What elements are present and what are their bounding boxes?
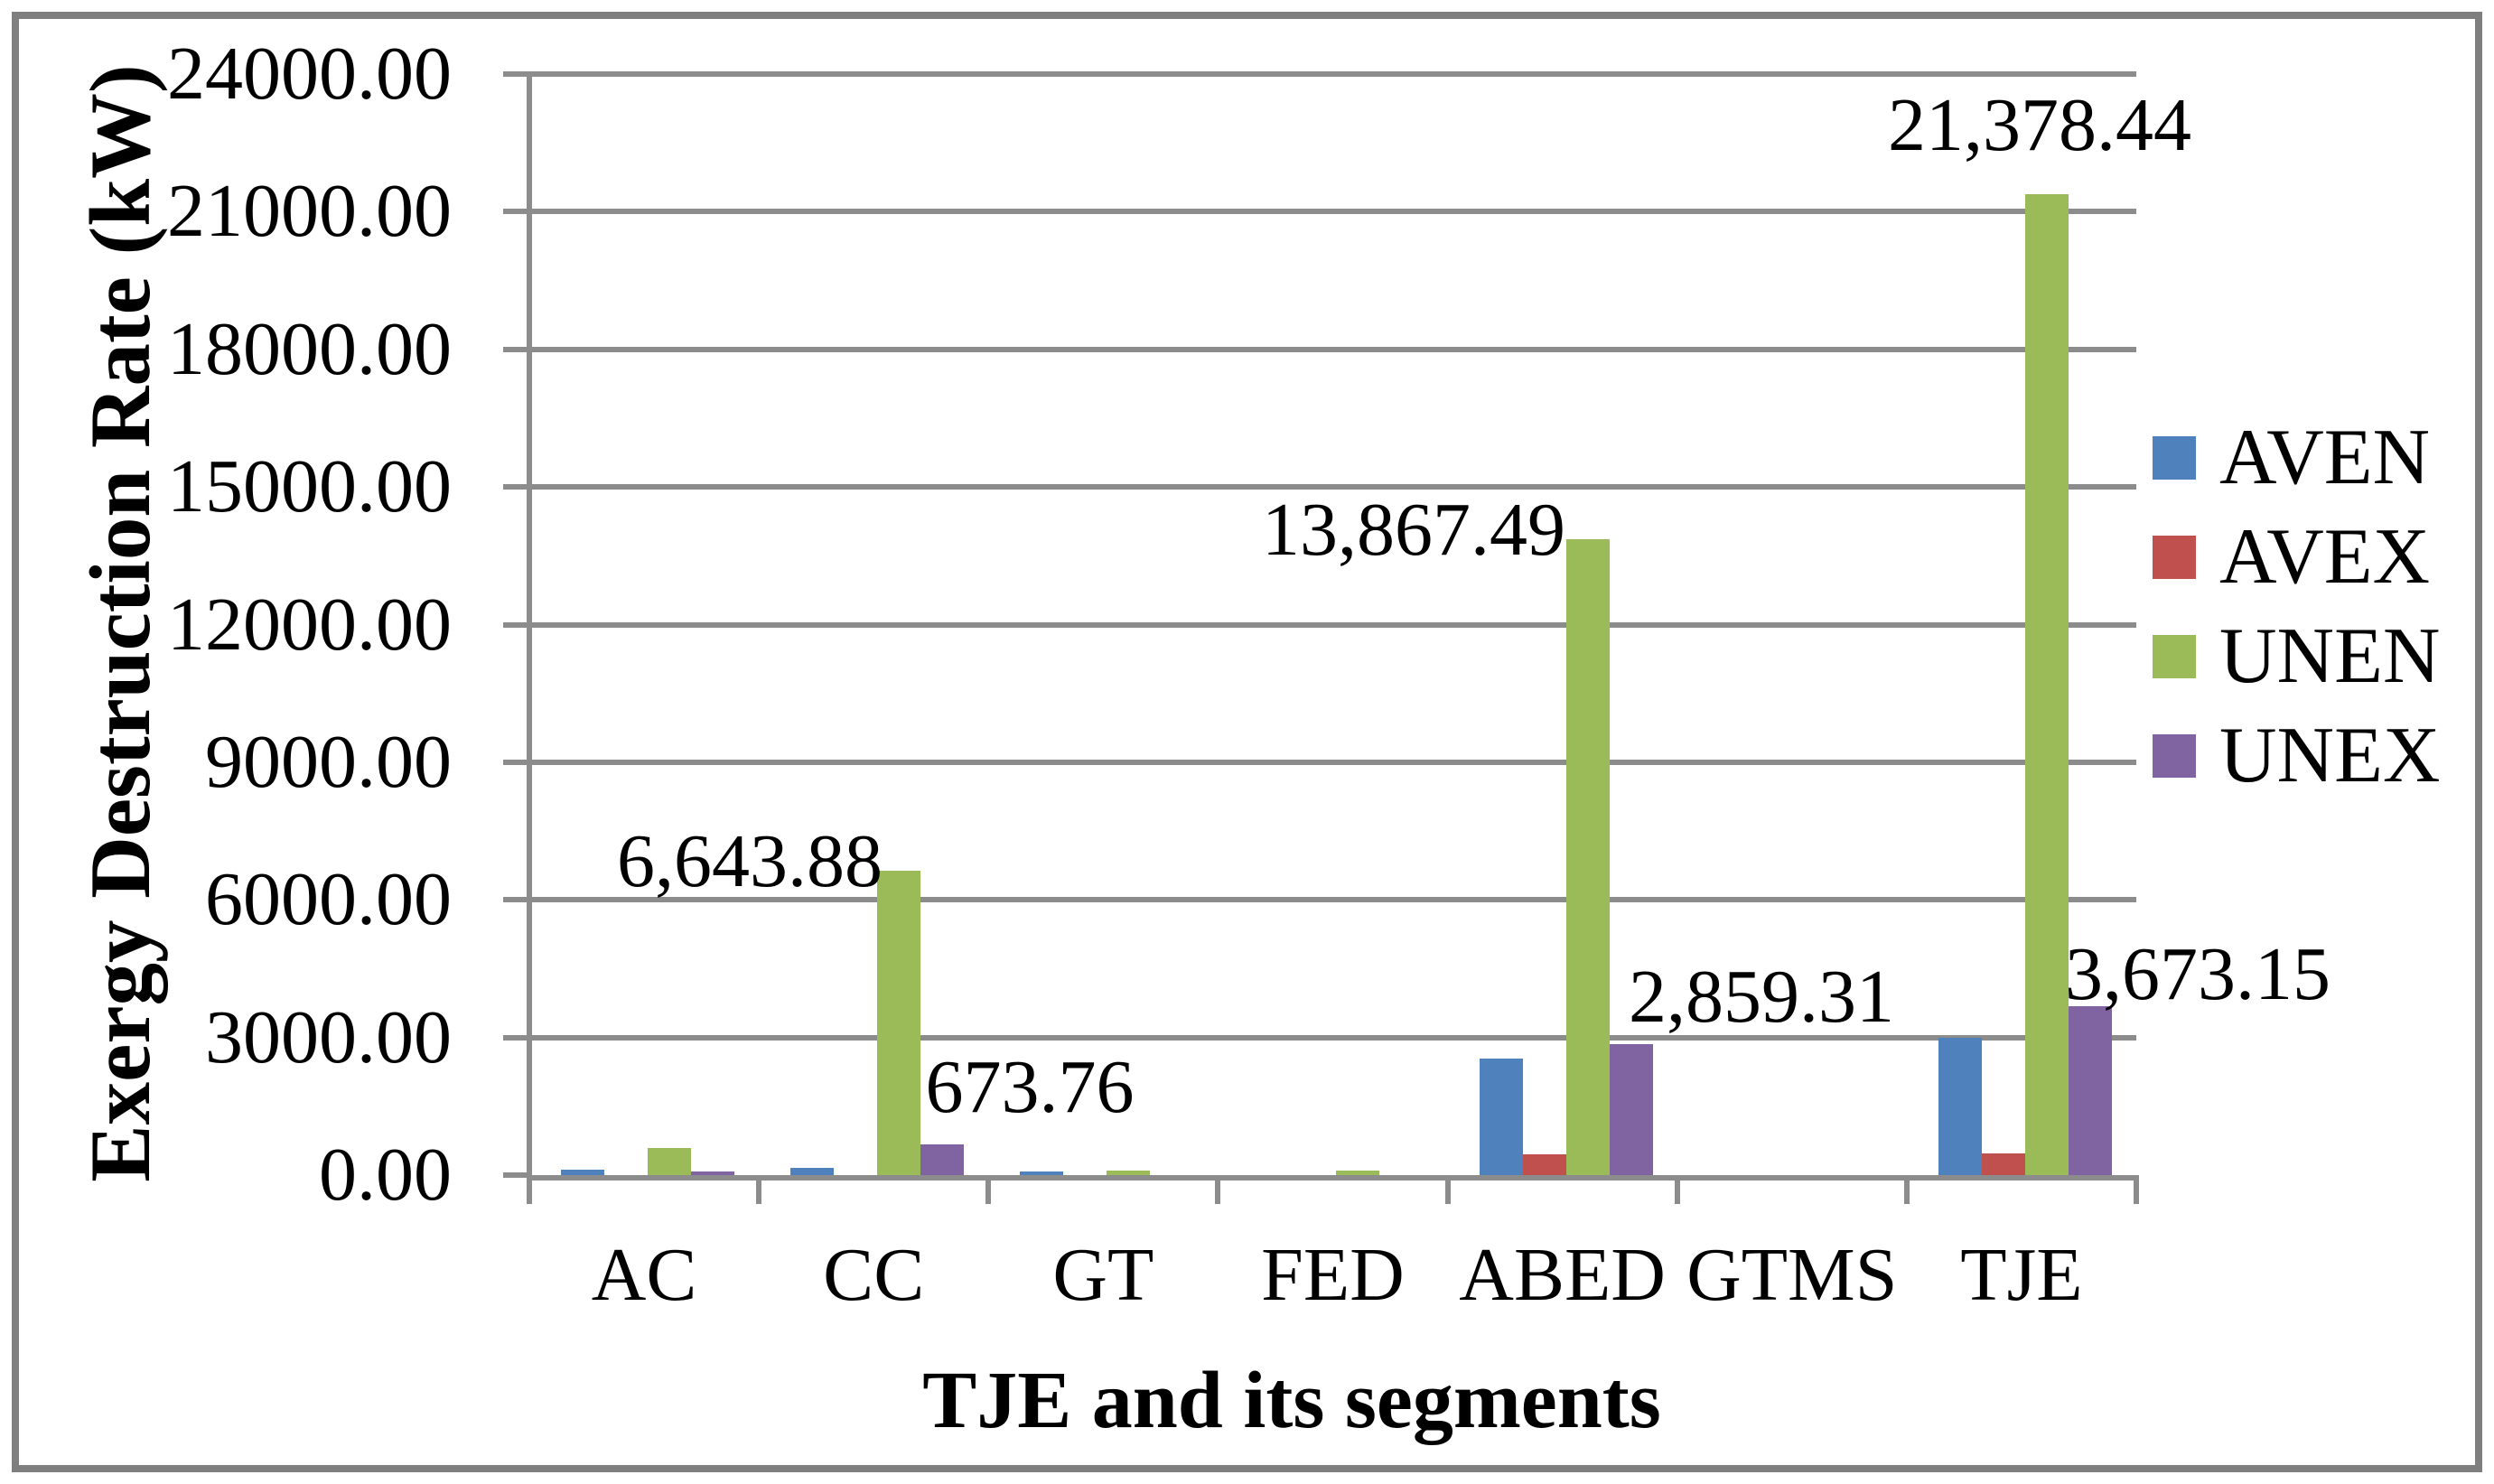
gridline [529, 621, 2136, 628]
legend-swatch-unen [2153, 635, 2196, 678]
gridline [529, 209, 2136, 215]
y-tick-label: 21000.00 [167, 169, 452, 254]
y-axis-tick [503, 1034, 529, 1041]
bar-avex-tje [1981, 1153, 2025, 1175]
legend-item-unen: UNEN [2153, 614, 2440, 699]
legend-label-unex: UNEX [2219, 712, 2441, 799]
x-category-label: ABED [1459, 1233, 1666, 1317]
bar-unen-tje [2024, 194, 2069, 1175]
x-category-label: AC [591, 1233, 697, 1317]
legend-item-unex: UNEX [2153, 714, 2440, 798]
data-label-unen-tje: 21,378.44 [1888, 83, 2191, 167]
bar-unex-cc [920, 1143, 965, 1175]
legend-item-avex: AVEX [2153, 515, 2430, 600]
y-axis-tick [503, 759, 529, 765]
y-tick-label: 12000.00 [167, 582, 452, 667]
x-axis-title: TJE and its segments [922, 1356, 1661, 1445]
y-tick-label: 15000.00 [167, 444, 452, 529]
y-axis-line [527, 74, 532, 1181]
x-axis-tick [1674, 1181, 1680, 1204]
bar-unex-ac [691, 1171, 734, 1175]
data-label-unex-abed: 2,859.31 [1629, 955, 1894, 1039]
bar-unen-cc [877, 870, 921, 1175]
x-category-label: CC [823, 1233, 925, 1317]
bar-unen-abed [1565, 538, 1610, 1175]
y-axis-tick [503, 1172, 529, 1178]
gridline [529, 897, 2136, 903]
bar-unex-tje [2068, 1006, 2112, 1175]
data-label-unen-abed: 13,867.49 [1262, 488, 1565, 572]
x-axis-line [527, 1175, 2139, 1181]
bar-unen-fed [1336, 1170, 1380, 1175]
y-tick-label: 24000.00 [167, 32, 452, 116]
x-axis-tick [2134, 1181, 2139, 1204]
data-label-unen-cc: 6,643.88 [617, 819, 883, 903]
gridline [529, 1034, 2136, 1041]
x-category-label: GTMS [1686, 1233, 1898, 1317]
bar-unen-ac [648, 1148, 691, 1175]
y-axis-tick [503, 897, 529, 903]
legend-label-aven: AVEN [2219, 414, 2431, 501]
x-axis-tick [985, 1181, 992, 1204]
x-category-label: GT [1052, 1233, 1154, 1317]
chart-border-frame [12, 12, 2482, 1472]
bar-unex-abed [1609, 1043, 1653, 1175]
bar-aven-ac [561, 1170, 604, 1175]
legend-swatch-avex [2153, 536, 2196, 579]
gridline [529, 759, 2136, 765]
gridline [529, 346, 2136, 352]
x-axis-tick [1444, 1181, 1451, 1204]
y-axis-tick [503, 346, 529, 352]
data-label-unex-tje: 3,673.15 [2065, 932, 2331, 1016]
x-category-label: TJE [1960, 1233, 2083, 1317]
legend-item-aven: AVEN [2153, 415, 2430, 500]
gridline [529, 484, 2136, 490]
y-tick-label: 3000.00 [205, 994, 452, 1079]
bar-avex-abed [1522, 1154, 1566, 1175]
y-tick-label: 18000.00 [167, 306, 452, 391]
y-tick-label: 6000.00 [205, 857, 452, 942]
bar-aven-cc [790, 1167, 835, 1175]
x-axis-tick [1215, 1181, 1221, 1204]
y-axis-tick [503, 621, 529, 628]
legend-label-avex: AVEX [2219, 513, 2431, 601]
bar-aven-gt [1020, 1171, 1064, 1175]
legend-swatch-unex [2153, 734, 2196, 778]
y-tick-label: 0.00 [319, 1133, 452, 1217]
x-axis-tick [1903, 1181, 1910, 1204]
legend-label-unen: UNEN [2219, 612, 2441, 700]
bar-aven-abed [1479, 1059, 1523, 1175]
y-axis-tick [503, 71, 529, 77]
gridline [529, 71, 2136, 77]
x-axis-tick [527, 1181, 532, 1204]
bar-unen-gt [1107, 1170, 1151, 1175]
bar-aven-tje [1938, 1037, 1982, 1175]
y-axis-tick [503, 209, 529, 215]
x-axis-tick [756, 1181, 762, 1204]
y-axis-tick [503, 484, 529, 490]
x-category-label: FED [1261, 1233, 1405, 1317]
legend-swatch-aven [2153, 436, 2196, 480]
y-tick-label: 9000.00 [205, 719, 452, 804]
data-label-unex-cc: 673.76 [925, 1045, 1135, 1129]
